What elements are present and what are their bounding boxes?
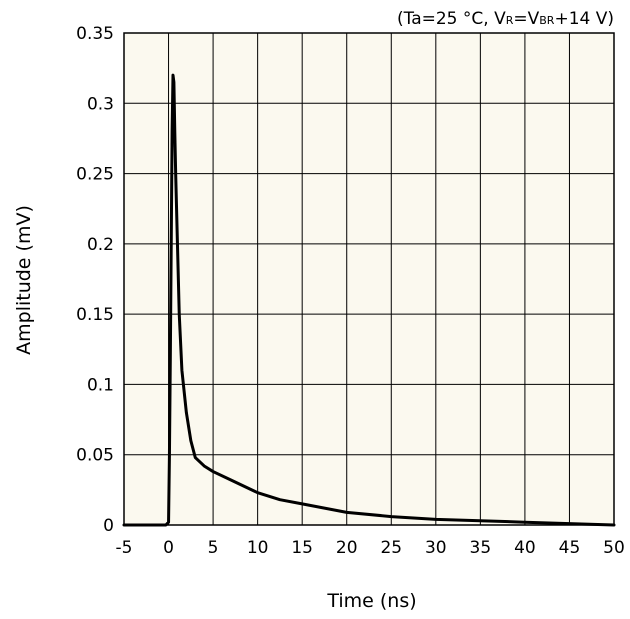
x-tick-label: 45 xyxy=(559,538,581,558)
condition-label: (Ta=25 °C, VR=VBR+14 V) xyxy=(397,9,614,29)
y-tick-label: 0.35 xyxy=(76,24,114,44)
y-tick-label: 0.3 xyxy=(87,94,114,114)
y-tick-label: 0 xyxy=(103,516,114,536)
y-tick-label: 0.05 xyxy=(76,446,114,466)
x-tick-label: 10 xyxy=(247,538,269,558)
x-tick-label: 30 xyxy=(425,538,447,558)
x-tick-label: 25 xyxy=(380,538,402,558)
y-axis-title: Amplitude (mV) xyxy=(13,205,35,355)
x-tick-label: 0 xyxy=(163,538,174,558)
y-tick-label: 0.15 xyxy=(76,305,114,325)
x-axis-title: Time (ns) xyxy=(326,590,416,612)
x-tick-label: 5 xyxy=(208,538,219,558)
x-tick-label: 20 xyxy=(336,538,358,558)
x-tick-label: 35 xyxy=(470,538,492,558)
y-tick-label: 0.2 xyxy=(87,235,114,255)
y-tick-label: 0.25 xyxy=(76,165,114,185)
x-tick-label: -5 xyxy=(116,538,133,558)
x-tick-label: 15 xyxy=(291,538,313,558)
x-tick-label: 50 xyxy=(603,538,625,558)
plot-background xyxy=(124,33,614,525)
y-tick-label: 0.1 xyxy=(87,375,114,395)
plot-frame xyxy=(123,32,615,526)
series-line-0 xyxy=(122,73,616,527)
x-tick-label: 40 xyxy=(514,538,536,558)
